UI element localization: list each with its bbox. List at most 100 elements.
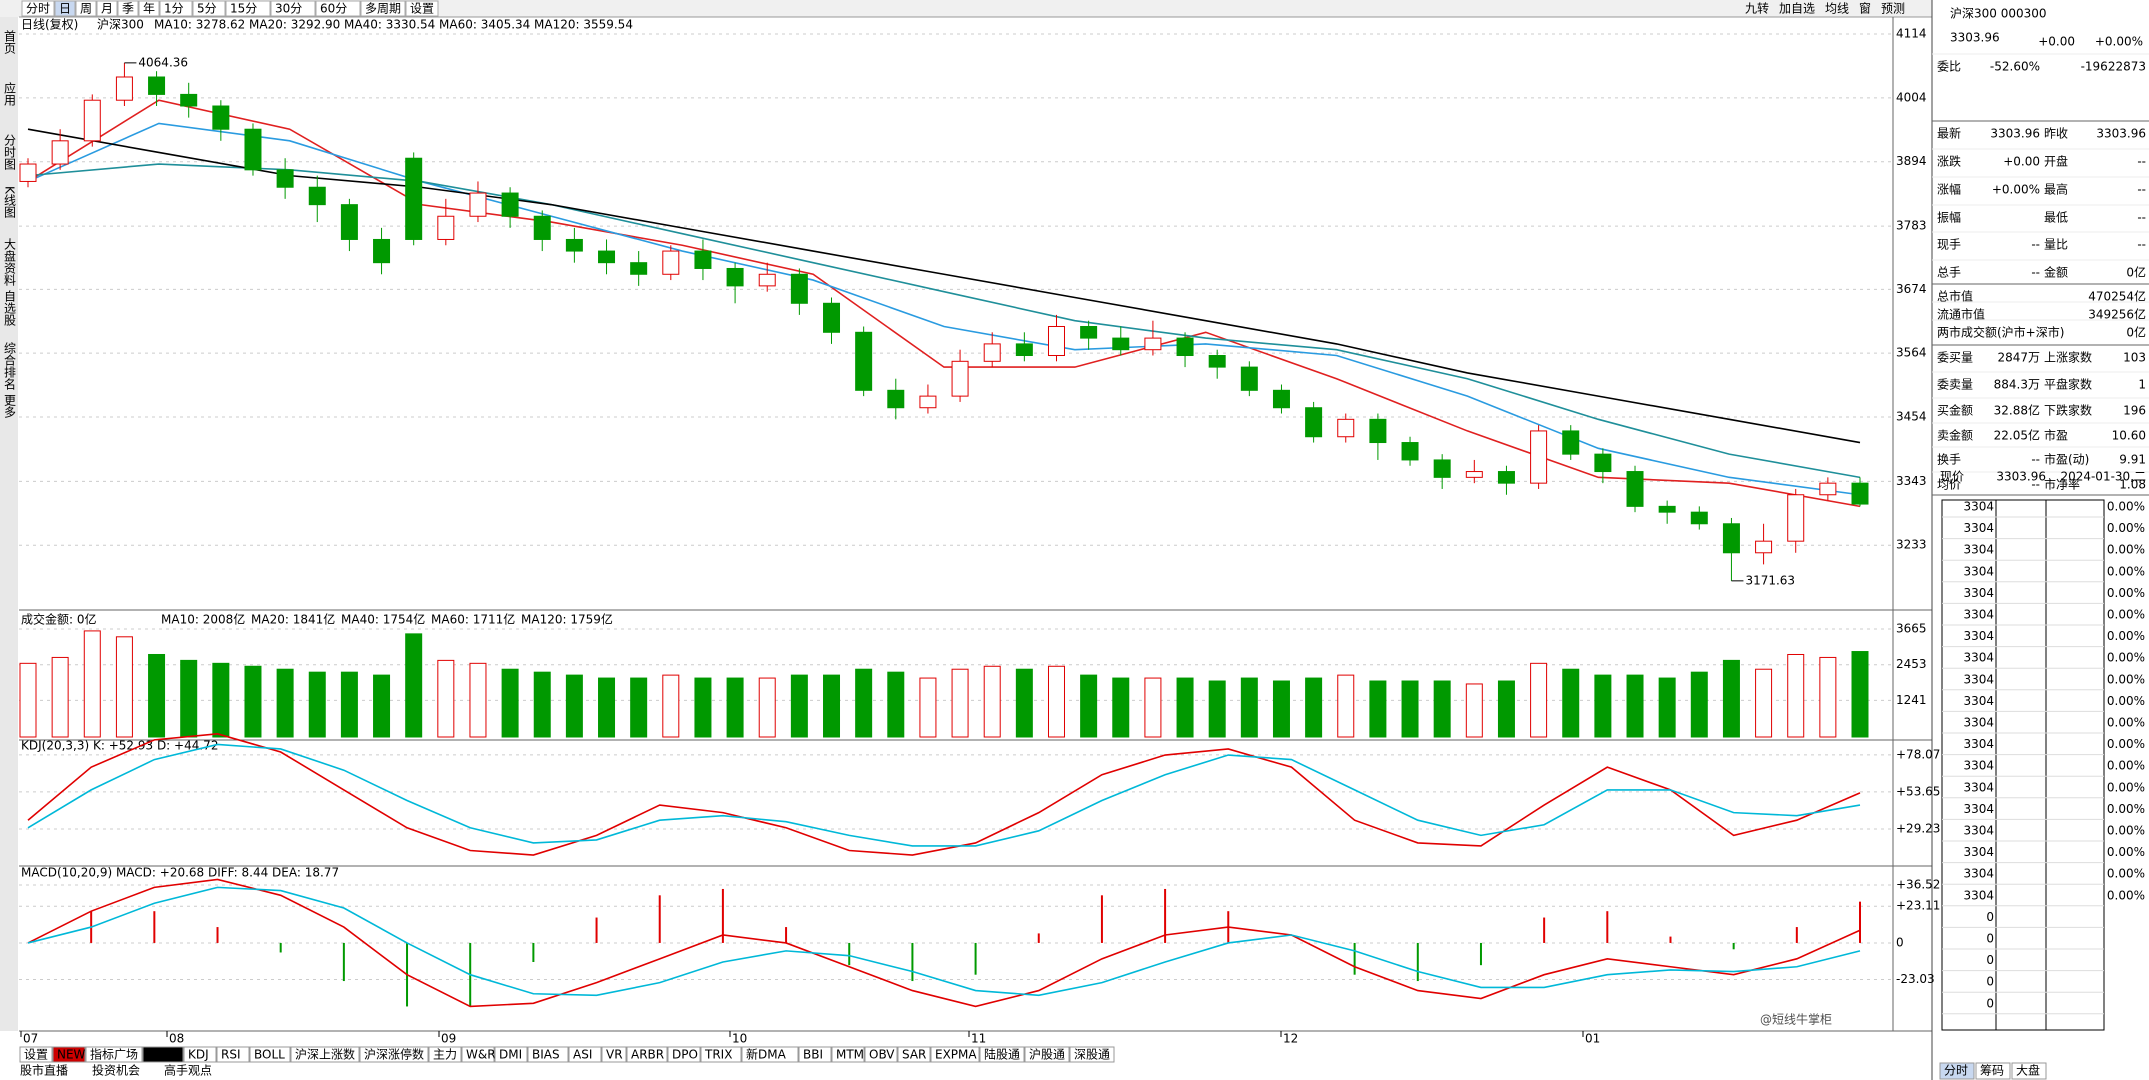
tab[interactable]: 沪深上涨数 — [295, 1047, 355, 1062]
panel-tab-bg[interactable] — [1975, 1062, 2011, 1080]
sidebar-item[interactable]: K线图 — [3, 186, 17, 218]
tab[interactable]: 高手观点 — [164, 1063, 212, 1078]
tab[interactable]: NEW — [57, 1048, 86, 1062]
sidebar-item[interactable]: 分时图 — [3, 134, 17, 170]
sidebar-item[interactable]: 综合排名 — [3, 342, 17, 390]
toolbar-button[interactable]: 预测 — [1881, 2, 1905, 16]
tab-bg[interactable] — [601, 1046, 627, 1063]
tab[interactable]: 设置 — [24, 1048, 48, 1062]
sidebar-item[interactable]: 自选股 — [3, 290, 17, 327]
tab[interactable]: MTM — [836, 1048, 864, 1062]
toolbar-button[interactable]: 1分 — [164, 2, 184, 16]
tab-bg[interactable] — [428, 1046, 462, 1063]
toolbar-button[interactable]: 周 — [80, 2, 92, 16]
tab[interactable]: 新DMA — [746, 1047, 787, 1062]
tab-bg[interactable] — [831, 1046, 865, 1063]
toolbar-button[interactable]: 月 — [101, 2, 113, 16]
toolbar-button[interactable]: 5分 — [197, 2, 217, 16]
tab-bg[interactable] — [19, 1046, 53, 1063]
toolbar-button[interactable]: 日 — [59, 2, 71, 16]
toolbar-button-bg[interactable] — [225, 0, 271, 17]
tab-bg[interactable] — [626, 1046, 668, 1063]
tab[interactable]: 陆股通 — [984, 1047, 1020, 1062]
tab-bg[interactable] — [494, 1046, 528, 1063]
toolbar-button[interactable]: 30分 — [275, 2, 302, 16]
tab[interactable]: 沪股通 — [1029, 1048, 1065, 1062]
tab-bg[interactable] — [930, 1046, 980, 1063]
panel-tab[interactable]: 大盘 — [2016, 1063, 2040, 1078]
tab-bg[interactable] — [461, 1046, 495, 1063]
tab-bg[interactable] — [667, 1046, 701, 1063]
tab[interactable]: DPO — [672, 1048, 698, 1062]
tab-bg[interactable] — [359, 1046, 429, 1063]
toolbar-button[interactable]: 九转 — [1745, 1, 1769, 16]
panel-tab-bg[interactable] — [1939, 1062, 1975, 1080]
sidebar-item[interactable]: 更多 — [3, 394, 17, 419]
tab[interactable]: ARBR — [631, 1048, 664, 1062]
tab[interactable]: RSI — [221, 1048, 241, 1062]
tab-bg[interactable] — [864, 1046, 898, 1063]
toolbar-button[interactable]: 15分 — [230, 2, 257, 16]
tab[interactable]: VR — [606, 1048, 623, 1062]
tab[interactable]: BOLL — [254, 1048, 285, 1062]
tab-bg[interactable] — [741, 1046, 799, 1063]
toolbar-button-bg[interactable] — [54, 0, 76, 17]
panel-tab[interactable]: 筹码 — [1980, 1064, 2004, 1078]
toolbar-button[interactable]: 季 — [122, 2, 134, 16]
tab[interactable]: ASI — [573, 1048, 592, 1062]
tab[interactable]: 沪深涨停数 — [364, 1047, 424, 1062]
tab[interactable]: BBI — [803, 1048, 823, 1062]
toolbar-button-bg[interactable] — [21, 0, 55, 17]
tab[interactable]: 股市直播 — [20, 1063, 68, 1078]
tab[interactable]: EXPMA — [935, 1048, 977, 1062]
tab[interactable]: MACD — [147, 1048, 183, 1062]
toolbar-button-bg[interactable] — [360, 0, 406, 17]
toolbar-button[interactable]: 年 — [143, 2, 155, 16]
tab[interactable]: SAR — [902, 1048, 926, 1062]
toolbar-button[interactable]: 窗 — [1859, 2, 1871, 16]
tab[interactable]: 深股通 — [1074, 1048, 1110, 1062]
toolbar-button[interactable]: 多周期 — [365, 2, 401, 16]
tab-bg[interactable] — [183, 1046, 217, 1063]
tab-bg[interactable] — [1024, 1046, 1070, 1063]
toolbar-button-bg[interactable] — [75, 0, 97, 17]
tab[interactable]: OBV — [869, 1048, 895, 1062]
toolbar-button-bg[interactable] — [96, 0, 118, 17]
tab[interactable]: BIAS — [532, 1048, 560, 1062]
tab[interactable]: DMI — [499, 1048, 522, 1062]
tab-bg[interactable] — [52, 1046, 86, 1063]
sidebar-item[interactable]: 应用 — [3, 81, 17, 107]
panel-tab[interactable]: 分时 — [1944, 1064, 1968, 1078]
toolbar-button-bg[interactable] — [138, 0, 160, 17]
tab-bg[interactable] — [897, 1046, 931, 1063]
toolbar-button-bg[interactable] — [117, 0, 139, 17]
toolbar-button[interactable]: 均线 — [1825, 2, 1849, 16]
tab-bg[interactable] — [798, 1046, 832, 1063]
tab-bg[interactable] — [568, 1046, 602, 1063]
tab-bg[interactable] — [216, 1046, 250, 1063]
toolbar-button[interactable]: 60分 — [320, 2, 347, 16]
toolbar-button-bg[interactable] — [405, 0, 439, 17]
tab-bg[interactable] — [527, 1046, 569, 1063]
sidebar-item[interactable]: 首页 — [3, 30, 17, 55]
tab-bg[interactable] — [142, 1046, 184, 1063]
toolbar-button[interactable]: 设置 — [410, 2, 434, 16]
tab[interactable]: 主力 — [433, 1048, 457, 1062]
toolbar-button[interactable]: 加自选 — [1779, 2, 1815, 16]
tab-bg[interactable] — [979, 1046, 1025, 1063]
panel-tab-bg[interactable] — [2011, 1062, 2047, 1080]
tab-bg[interactable] — [700, 1046, 742, 1063]
tab-bg[interactable] — [1069, 1046, 1115, 1063]
tab-bg[interactable] — [290, 1046, 360, 1063]
tab[interactable]: 投资机会 — [92, 1063, 140, 1078]
tab[interactable]: KDJ — [188, 1048, 209, 1062]
toolbar-button-bg[interactable] — [270, 0, 316, 17]
toolbar-button-bg[interactable] — [192, 0, 226, 17]
tab-bg[interactable] — [85, 1046, 143, 1063]
tab[interactable]: W&R — [466, 1048, 496, 1062]
toolbar-button-bg[interactable] — [159, 0, 193, 17]
tab-bg[interactable] — [249, 1046, 291, 1063]
tab[interactable]: 指标广场 — [90, 1047, 138, 1062]
sidebar-item[interactable]: 大盘资料 — [3, 238, 17, 286]
toolbar-button-bg[interactable] — [315, 0, 361, 17]
